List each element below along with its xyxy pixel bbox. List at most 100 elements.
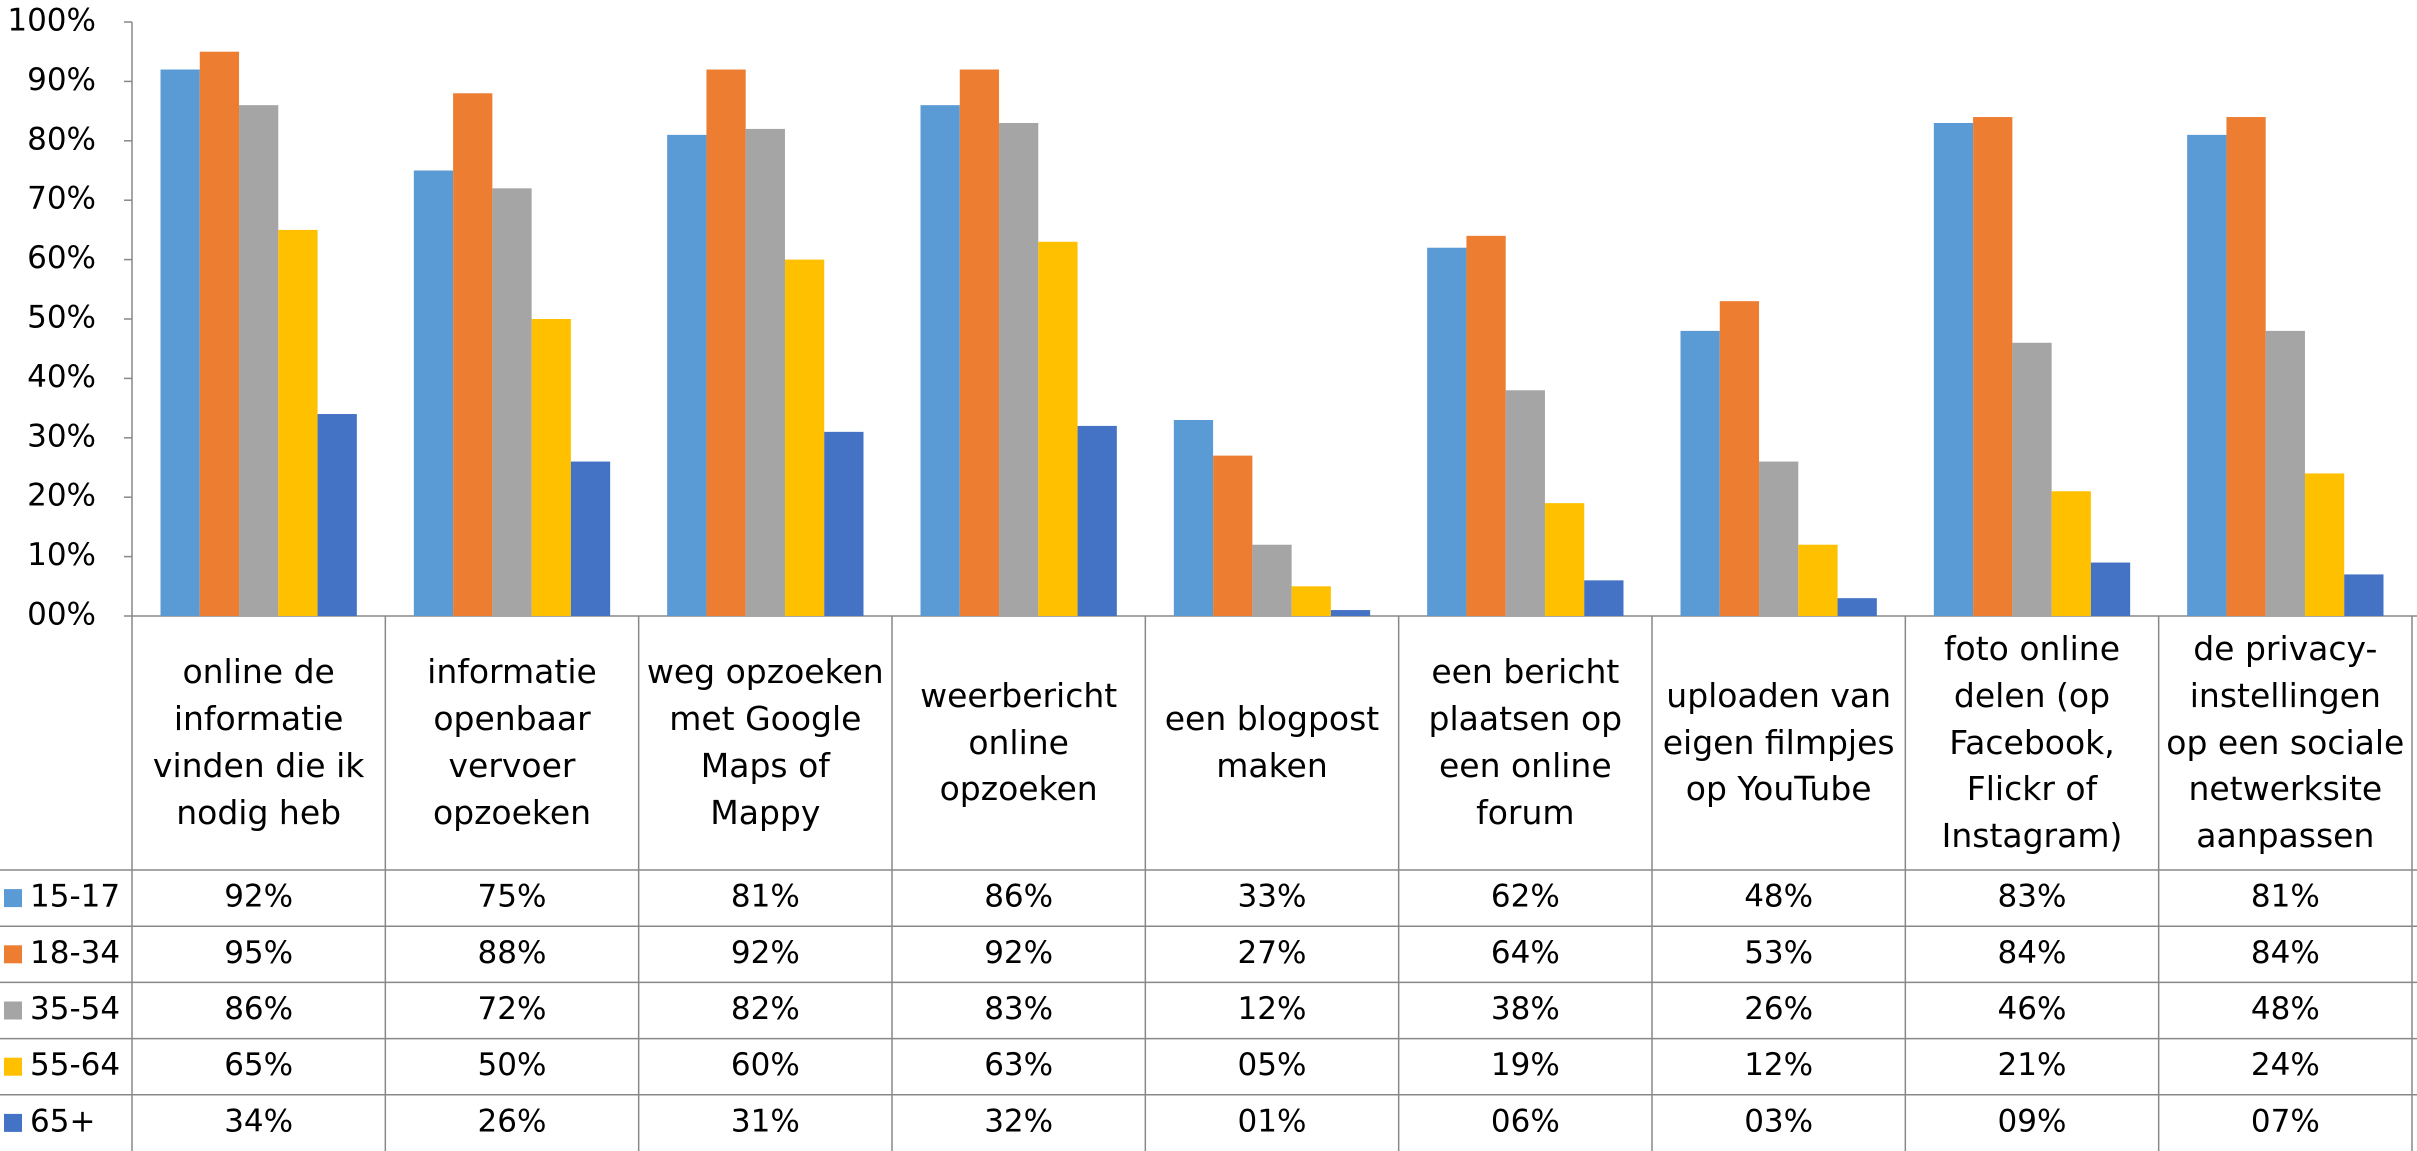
table-value: 86% xyxy=(984,879,1053,915)
y-tick-label: 70% xyxy=(27,181,96,217)
table-value: 26% xyxy=(478,1103,547,1139)
bar xyxy=(1077,425,1117,616)
table-value: 38% xyxy=(1491,991,1560,1027)
table-value: 21% xyxy=(1998,1047,2067,1083)
category-label: een bericht plaatsen op een online forum xyxy=(1428,652,1623,832)
y-tick-label: 100% xyxy=(7,3,96,39)
y-tick-label: 40% xyxy=(27,359,96,395)
table-value: 06% xyxy=(1491,1103,1560,1139)
legend-label: 65+ xyxy=(30,1103,95,1139)
table-value: 95% xyxy=(224,935,293,971)
bar xyxy=(1427,247,1467,616)
table-value: 63% xyxy=(984,1047,1053,1083)
legend-key xyxy=(4,1057,22,1076)
bar xyxy=(1680,330,1720,616)
bar xyxy=(920,105,960,616)
bar xyxy=(1719,301,1760,616)
category-label: een blogpost maken xyxy=(1164,699,1380,785)
y-tick-label: 90% xyxy=(27,62,96,98)
bar xyxy=(1252,544,1292,616)
table-value: 48% xyxy=(2251,991,2320,1027)
table-value: 34% xyxy=(224,1103,293,1139)
bar xyxy=(492,188,532,616)
table-value: 65% xyxy=(224,1047,293,1083)
y-tick-label: 20% xyxy=(27,478,96,514)
bar xyxy=(2187,134,2227,617)
bar xyxy=(706,69,746,616)
table-value: 19% xyxy=(1491,1047,1560,1083)
bar xyxy=(1584,580,1624,616)
bar xyxy=(667,134,707,617)
table-value: 09% xyxy=(1998,1103,2067,1139)
bar xyxy=(824,431,864,616)
table-value: 64% xyxy=(1491,935,1560,971)
table-value: 26% xyxy=(1744,991,1813,1027)
bar xyxy=(1038,241,1078,616)
table-value: 01% xyxy=(1238,1103,1307,1139)
bar xyxy=(2090,562,2131,616)
table-value: 03% xyxy=(1744,1103,1813,1139)
table-value: 83% xyxy=(1998,879,2067,915)
legend-key xyxy=(4,945,22,964)
table-value: 27% xyxy=(1238,935,1307,971)
category-label: online de informatie vinden die ik nodig… xyxy=(152,652,365,832)
bar xyxy=(570,461,611,616)
table-value: 33% xyxy=(1238,879,1307,915)
y-tick-label: 50% xyxy=(27,300,96,336)
table-value: 88% xyxy=(478,935,547,971)
bar xyxy=(2012,342,2052,616)
category-label: de privacy-instellingen op een sociale n… xyxy=(2166,628,2405,856)
table-value: 82% xyxy=(731,991,800,1027)
category-label: foto online delen (op Facebook, Flickr o… xyxy=(1941,628,2123,856)
category-label: weg opzoeken met Google Maps of Mappy xyxy=(646,652,884,832)
table-value: 86% xyxy=(224,991,293,1027)
bar xyxy=(2344,574,2384,616)
legend-label: 15-17 xyxy=(30,879,120,915)
table-value: 75% xyxy=(478,879,547,915)
table-value: 48% xyxy=(1744,879,1813,915)
bar xyxy=(278,229,318,616)
bar xyxy=(453,93,493,616)
bar xyxy=(1933,122,1974,616)
y-tick-label: 00% xyxy=(27,597,96,633)
bar xyxy=(317,414,357,616)
bar xyxy=(1837,598,1877,616)
table-value: 60% xyxy=(731,1047,800,1083)
table-value: 12% xyxy=(1238,991,1307,1027)
legend-label: 55-64 xyxy=(30,1047,120,1083)
legend-key xyxy=(4,1113,22,1132)
bar xyxy=(1291,586,1331,616)
bar xyxy=(531,319,571,616)
table-value: 53% xyxy=(1744,935,1813,971)
bar xyxy=(1544,503,1585,616)
table-value: 50% xyxy=(478,1047,547,1083)
legend-key xyxy=(4,889,22,908)
y-tick-label: 10% xyxy=(27,537,96,573)
bar xyxy=(239,105,279,616)
table-value: 05% xyxy=(1238,1047,1307,1083)
bar xyxy=(2051,491,2091,616)
bar xyxy=(959,69,1000,616)
table-value: 84% xyxy=(1998,935,2067,971)
table-value: 46% xyxy=(1998,991,2067,1027)
bar xyxy=(999,122,1039,616)
y-tick-label: 30% xyxy=(27,418,96,454)
bar xyxy=(2226,117,2266,616)
bar xyxy=(784,259,825,616)
table-value: 92% xyxy=(224,879,293,915)
bar xyxy=(1759,461,1799,616)
bar xyxy=(160,69,200,616)
bar xyxy=(1973,117,2013,616)
bar xyxy=(2265,330,2305,616)
bar xyxy=(413,170,454,616)
legend-label: 35-54 xyxy=(30,991,120,1027)
table-value: 83% xyxy=(984,991,1053,1027)
table-value: 84% xyxy=(2251,935,2320,971)
table-value: 92% xyxy=(984,935,1053,971)
table-value: 72% xyxy=(478,991,547,1027)
bar xyxy=(1173,419,1214,616)
category-label: uploaden van eigen filmpjes op YouTube xyxy=(1662,675,1895,809)
category-label: informatie openbaar vervoer opzoeken xyxy=(427,652,597,832)
table-value: 31% xyxy=(731,1103,800,1139)
